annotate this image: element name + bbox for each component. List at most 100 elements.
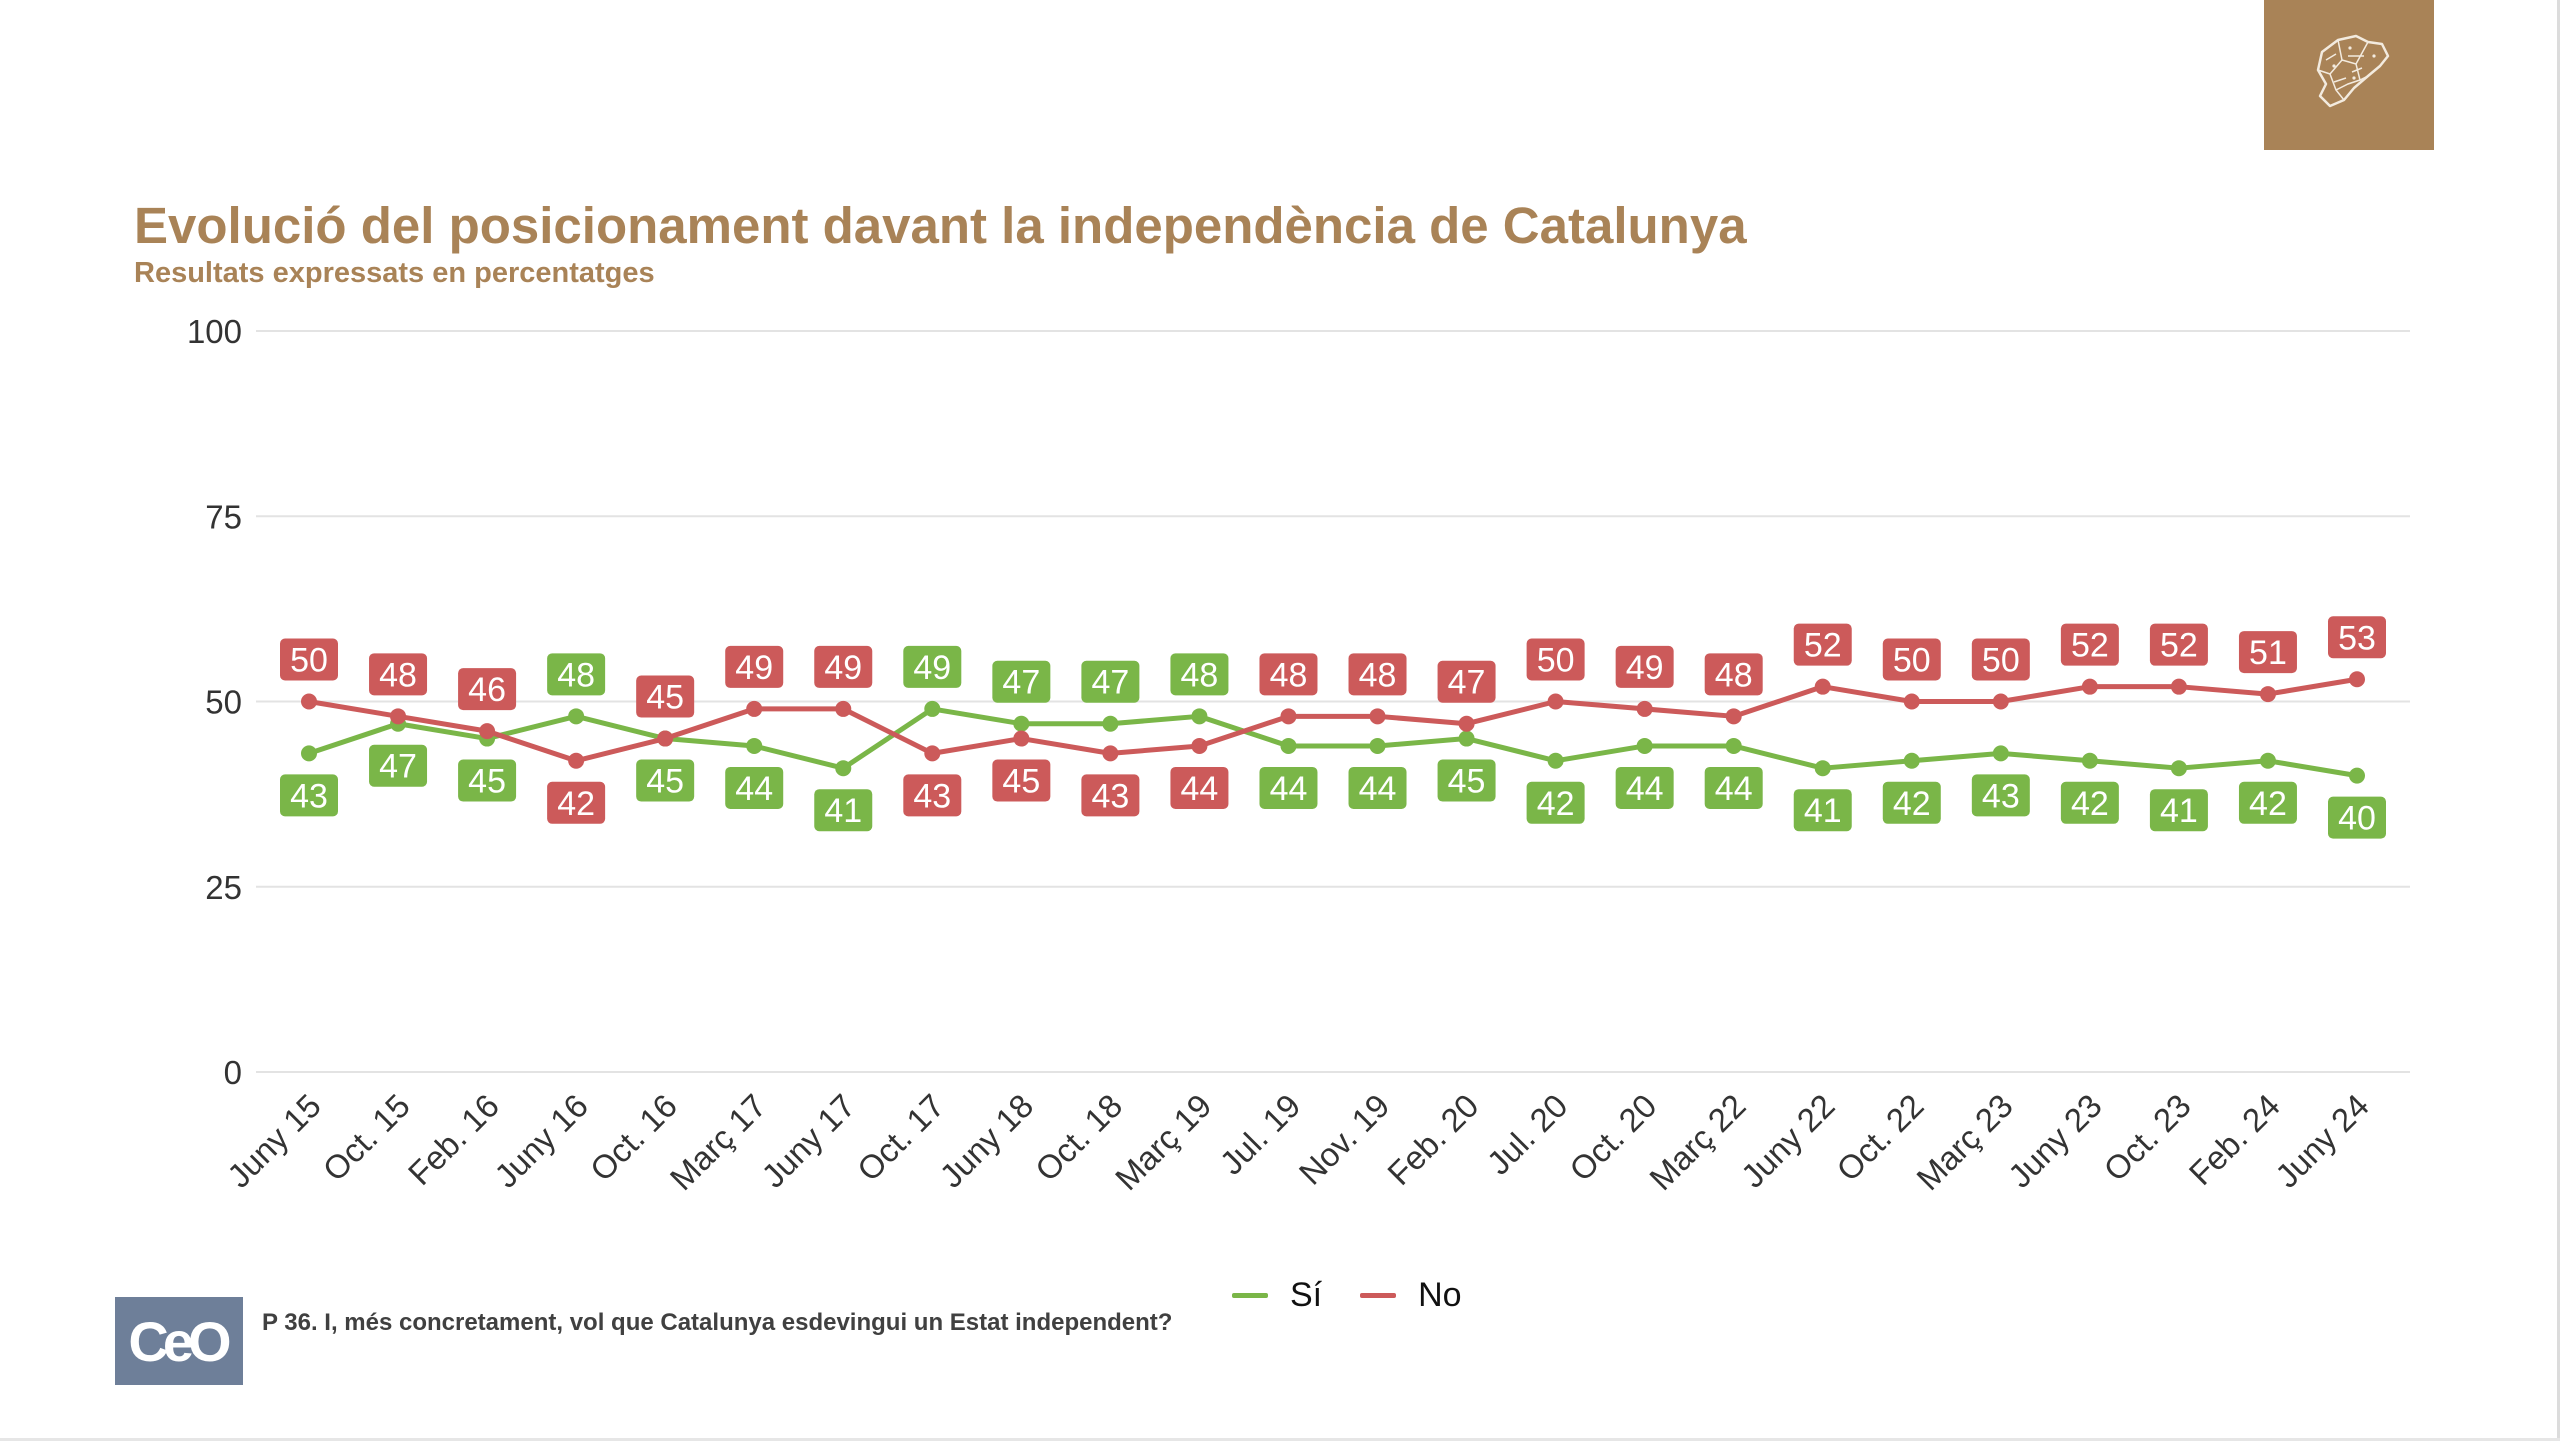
data-label-no: 47 [1437, 660, 1496, 703]
catalonia-map-icon [2316, 34, 2390, 108]
data-point-no [1191, 737, 1208, 754]
data-label-no: 51 [2238, 631, 2297, 674]
data-label-no: 43 [903, 774, 962, 817]
data-point-no [1814, 678, 1831, 695]
data-label-box [1348, 653, 1407, 696]
data-label-text: 41 [2160, 792, 2198, 830]
data-label-text: 43 [1982, 777, 2020, 815]
data-label-box [547, 781, 606, 824]
data-label-box [2328, 616, 2386, 659]
data-label-box [1615, 645, 1674, 688]
data-label-no: 46 [458, 668, 517, 711]
data-label-text: 47 [379, 748, 417, 786]
data-label-text: 51 [2249, 634, 2287, 672]
data-label-text: 48 [557, 656, 595, 694]
data-label-text: 48 [1715, 656, 1753, 694]
data-label-si: 43 [280, 774, 338, 817]
data-point-si [1903, 752, 1920, 769]
data-label-si: 41 [1793, 789, 1852, 832]
data-label-box [2060, 623, 2119, 666]
data-label-box [1437, 660, 1496, 703]
data-label-si: 44 [1348, 766, 1407, 809]
data-label-si: 42 [1882, 781, 1941, 824]
ceo-logo-text: CeO [128, 1310, 230, 1373]
data-label-no: 48 [1259, 653, 1318, 696]
data-label-box [992, 759, 1051, 802]
data-label-layer: 43 47 45 48 45 44 41 49 47 47 48 44 44 45 42 44 44 41 42 43… [280, 616, 2386, 839]
ceo-logo: CeO [115, 1297, 243, 1385]
data-label-text: 45 [646, 763, 684, 801]
data-point-si [746, 737, 763, 754]
x-tick-label: Oct. 23 [2096, 1087, 2197, 1188]
data-point-si [301, 745, 317, 762]
data-label-box [1081, 774, 1140, 817]
series-no [301, 671, 2365, 769]
data-label-text: 44 [1270, 770, 1308, 808]
data-label-box [992, 660, 1051, 703]
data-label-si: 49 [903, 645, 962, 688]
data-label-no: 53 [2328, 616, 2386, 659]
data-label-si: 40 [2328, 796, 2386, 839]
legend-item-si: Sí [1232, 1276, 1322, 1315]
data-label-si: 45 [636, 759, 695, 802]
data-label-box [458, 668, 517, 711]
x-tick-label: Oct. 15 [316, 1087, 417, 1188]
series-line-no [308, 676, 2358, 764]
data-label-no: 50 [280, 638, 338, 681]
data-label-no: 49 [814, 645, 873, 688]
data-label-si: 42 [2060, 781, 2119, 824]
x-tick-label: Juny 16 [487, 1087, 595, 1195]
data-label-no: 50 [1526, 638, 1585, 681]
data-label-text: 49 [913, 649, 951, 687]
data-label-box [1170, 766, 1229, 809]
data-label-text: 48 [1359, 656, 1397, 694]
data-label-no: 49 [725, 645, 784, 688]
data-label-box [2149, 623, 2208, 666]
data-point-si [1636, 737, 1653, 754]
data-label-text: 47 [1091, 664, 1129, 702]
x-tick-label: Feb. 24 [2182, 1087, 2287, 1192]
data-label-box [1615, 766, 1674, 809]
data-label-text: 42 [1537, 785, 1575, 823]
data-label-si: 42 [1526, 781, 1585, 824]
data-label-text: 44 [1181, 770, 1219, 808]
data-label-si: 47 [1081, 660, 1140, 703]
chart-legend: Sí No [1232, 1275, 1478, 1315]
legend-label-no: No [1418, 1275, 1462, 1314]
data-label-text: 41 [824, 792, 862, 830]
legend-label-si: Sí [1290, 1275, 1323, 1314]
data-label-text: 45 [1002, 763, 1040, 801]
data-point-no [568, 752, 585, 769]
data-point-si [835, 760, 852, 777]
data-label-text: 45 [468, 763, 506, 801]
data-label-box [1704, 766, 1763, 809]
data-label-box [814, 789, 873, 832]
data-point-si [1369, 737, 1386, 754]
data-label-box [2238, 631, 2297, 674]
x-tick-label: Juny 15 [220, 1087, 328, 1195]
data-label-box [903, 645, 962, 688]
x-tick-label: Juny 23 [2001, 1087, 2109, 1195]
data-label-no: 45 [992, 759, 1051, 802]
data-label-box [1259, 653, 1318, 696]
data-point-no [1280, 708, 1297, 725]
x-tick-label: Feb. 20 [1380, 1087, 1485, 1192]
data-point-si [2259, 752, 2276, 769]
data-label-si: 48 [547, 653, 606, 696]
data-point-no [1102, 745, 1119, 762]
data-label-text: 44 [735, 770, 773, 808]
series-line-si [308, 706, 2358, 779]
data-label-box [2060, 781, 2119, 824]
data-label-box [547, 653, 606, 696]
data-label-si: 41 [2149, 789, 2208, 832]
slide-edge-bottom [0, 1438, 2560, 1441]
data-label-si: 47 [992, 660, 1051, 703]
data-point-si [2081, 752, 2098, 769]
data-label-no: 49 [1615, 645, 1674, 688]
data-label-box [1793, 623, 1852, 666]
data-label-box [1526, 638, 1585, 681]
data-label-no: 44 [1170, 766, 1229, 809]
data-label-box [2149, 789, 2208, 832]
